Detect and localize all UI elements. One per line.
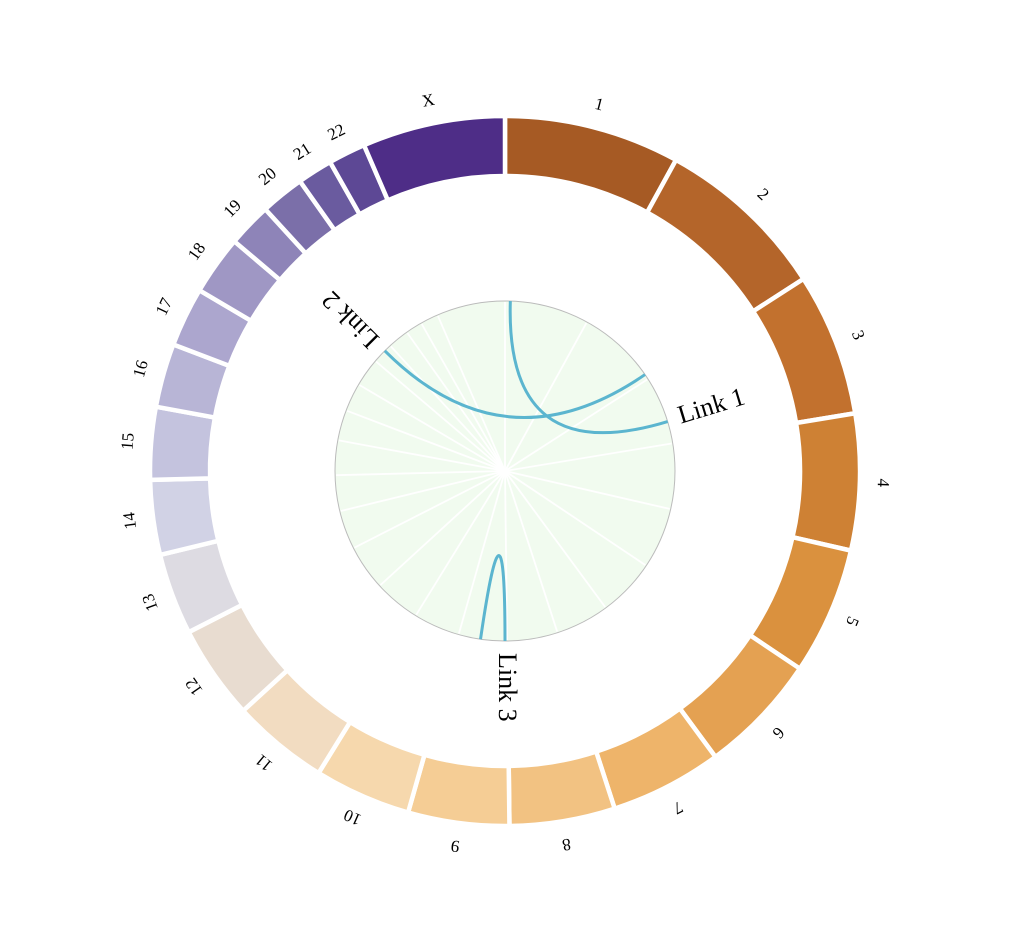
chromosome-label-12: 12 (181, 674, 206, 699)
link-link-2 (383, 349, 646, 419)
chromosome-label-4: 4 (874, 478, 893, 488)
inner-spoke (437, 315, 506, 472)
chromosome-label-6: 6 (769, 723, 789, 742)
chromosome-label-19: 19 (220, 196, 245, 221)
inner-spoke (375, 360, 506, 472)
chromosome-segment-x (361, 113, 508, 204)
inner-spoke (504, 470, 508, 641)
chromosome-segment-8 (506, 748, 618, 829)
inner-spoke (379, 470, 506, 586)
inner-spoke (336, 470, 506, 477)
chromosome-label-22: 22 (324, 120, 348, 145)
chromosome-label-5: 5 (842, 614, 863, 629)
chromosome-label-13: 13 (138, 591, 162, 614)
inner-spoke (504, 442, 672, 472)
link-link-3 (479, 554, 507, 642)
link-label-link-1: Link 1 (674, 382, 748, 430)
inner-spoke (338, 439, 506, 472)
inner-spoke (346, 409, 506, 472)
chromosome-label-7: 7 (669, 797, 686, 818)
inner-spoke (458, 470, 506, 634)
chromosome-label-11: 11 (251, 750, 276, 775)
inner-spoke (390, 345, 506, 472)
chromosome-ring (147, 113, 863, 829)
link-label-link-3: Link 3 (493, 653, 522, 722)
inner-spoke (420, 323, 506, 472)
chromosome-segment-1 (502, 113, 680, 216)
inner-spoke (504, 378, 648, 472)
inner-spoke (504, 322, 588, 472)
inner-spoke (415, 470, 506, 616)
chromosome-label-14: 14 (119, 511, 140, 531)
chromosome-label-10: 10 (341, 805, 364, 829)
inner-spoke (504, 470, 646, 566)
inner-disk (334, 300, 676, 642)
chromosome-label-3: 3 (848, 328, 869, 343)
inner-spoke (359, 384, 506, 472)
links (383, 301, 669, 642)
inner-spoke (353, 470, 506, 549)
chromosome-label-8: 8 (561, 835, 572, 855)
chromosome-segment-3 (749, 275, 858, 426)
chromosome-segment-14 (147, 476, 222, 558)
chromosome-label-2: 2 (754, 184, 773, 204)
chromosome-label-16: 16 (129, 358, 152, 380)
chromosome-label-15: 15 (117, 432, 137, 450)
chromosome-label-21: 21 (290, 139, 315, 164)
chromosome-label-20: 20 (255, 164, 280, 189)
chromosome-segment-4 (789, 410, 863, 554)
link-label-link-2: Link 2 (316, 285, 385, 354)
chromosome-label-9: 9 (450, 836, 461, 856)
inner-spoke (504, 470, 606, 608)
inner-spoke (504, 470, 670, 510)
inner-spoke (504, 470, 559, 632)
chromosome-label-17: 17 (152, 294, 177, 318)
chromosome-segment-2 (644, 156, 807, 315)
chromosome-label-18: 18 (184, 239, 209, 264)
chromosome-label-x: X (420, 90, 436, 111)
inner-spoke (340, 470, 506, 512)
chromosome-label-1: 1 (593, 94, 606, 115)
